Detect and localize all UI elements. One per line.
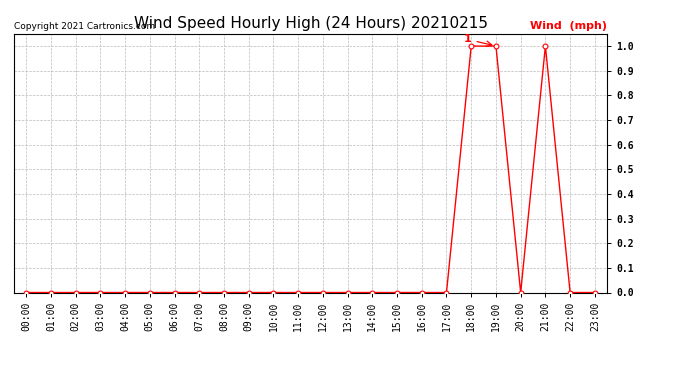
Title: Wind Speed Hourly High (24 Hours) 20210215: Wind Speed Hourly High (24 Hours) 202102… (133, 16, 488, 31)
Text: Wind  (mph): Wind (mph) (530, 21, 607, 31)
Text: Copyright 2021 Cartronics.com: Copyright 2021 Cartronics.com (14, 22, 155, 31)
Text: 1: 1 (464, 34, 492, 46)
